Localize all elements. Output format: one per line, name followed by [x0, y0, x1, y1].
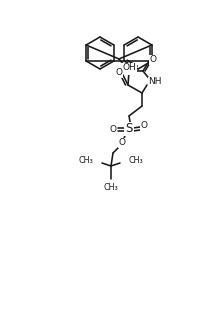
Text: CH₃: CH₃ [128, 156, 143, 165]
Text: S: S [125, 123, 132, 136]
Text: O: O [149, 55, 156, 64]
Text: O: O [125, 66, 132, 75]
Text: CH₃: CH₃ [103, 183, 118, 192]
Text: CH₃: CH₃ [78, 156, 93, 165]
Text: NH: NH [147, 77, 161, 86]
Text: O: O [118, 138, 125, 147]
Text: O: O [115, 68, 122, 77]
Text: OH: OH [122, 63, 135, 72]
Text: O: O [109, 126, 116, 134]
Text: O: O [140, 122, 147, 131]
